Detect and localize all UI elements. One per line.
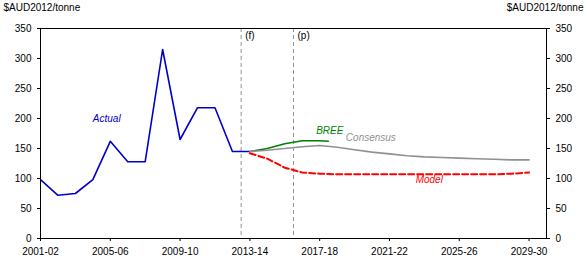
svg-text:100: 100 [15, 173, 32, 184]
svg-text:2029-30: 2029-30 [511, 246, 548, 257]
svg-text:200: 200 [15, 113, 32, 124]
svg-text:50: 50 [20, 203, 32, 214]
svg-text:(p): (p) [298, 30, 310, 41]
svg-text:0: 0 [26, 233, 32, 244]
svg-text:2005-06: 2005-06 [92, 246, 129, 257]
svg-text:300: 300 [556, 53, 573, 64]
svg-text:300: 300 [15, 53, 32, 64]
svg-text:BREE: BREE [316, 125, 344, 136]
svg-text:$AUD2012/tonne: $AUD2012/tonne [4, 2, 81, 13]
svg-text:$AUD2012/tonne: $AUD2012/tonne [507, 2, 584, 13]
svg-text:2001-02: 2001-02 [22, 246, 59, 257]
svg-text:2013-14: 2013-14 [232, 246, 269, 257]
svg-text:350: 350 [15, 23, 32, 34]
svg-text:2021-22: 2021-22 [371, 246, 408, 257]
svg-text:100: 100 [556, 173, 573, 184]
svg-text:2025-26: 2025-26 [441, 246, 478, 257]
svg-text:50: 50 [556, 203, 568, 214]
svg-text:250: 250 [556, 83, 573, 94]
svg-text:0: 0 [556, 233, 562, 244]
svg-text:(f): (f) [245, 30, 254, 41]
svg-text:Consensus: Consensus [346, 132, 396, 143]
svg-text:Model: Model [416, 174, 444, 185]
svg-text:2009-10: 2009-10 [162, 246, 199, 257]
svg-text:150: 150 [556, 143, 573, 154]
svg-text:2017-18: 2017-18 [301, 246, 338, 257]
svg-text:Actual: Actual [92, 113, 122, 124]
svg-text:250: 250 [15, 83, 32, 94]
svg-text:200: 200 [556, 113, 573, 124]
svg-text:350: 350 [556, 23, 573, 34]
svg-text:150: 150 [15, 143, 32, 154]
